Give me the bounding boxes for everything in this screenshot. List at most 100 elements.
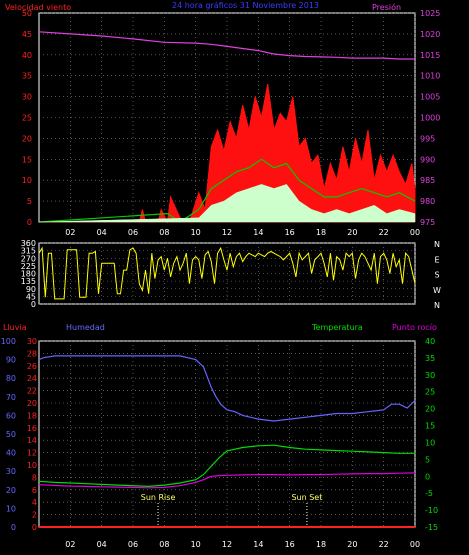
rain-y-tick-label: 10	[27, 461, 37, 470]
wind-y-tick-label: 20	[22, 134, 32, 143]
temperature-y-tick-label: -15	[425, 523, 438, 532]
pressure-y-tick-label: 990	[420, 155, 435, 164]
temperature-y-tick-label: -5	[425, 489, 433, 498]
humidity-y-tick-label: 60	[6, 411, 16, 420]
pressure-y-tick-label: 1005	[420, 93, 440, 102]
rain-y-tick-label: 16	[27, 424, 37, 433]
wind-minimum-area	[38, 184, 416, 223]
pressure-y-tick-label: 995	[420, 134, 435, 143]
humidity-title: Humedad	[66, 323, 105, 332]
climate-x-tick-label: 08	[159, 540, 169, 549]
sun-event-label: Sun Rise	[141, 493, 176, 502]
humidity-y-tick-label: 0	[11, 523, 16, 532]
pressure-y-tick-label: 985	[420, 176, 435, 185]
humidity-y-tick-label: 90	[6, 356, 16, 365]
climate-x-tick-label: 02	[65, 540, 75, 549]
wind-average-line	[38, 158, 416, 223]
humidity-y-tick-label: 40	[6, 449, 16, 458]
wind-y-tick-label: 50	[22, 9, 32, 18]
climate-x-tick-label: 00	[410, 540, 420, 549]
rain-y-tick-label: 28	[27, 349, 37, 358]
climate-x-tick-label: 18	[316, 540, 326, 549]
humidity-y-tick-label: 70	[6, 393, 16, 402]
pressure-y-tick-label: 1000	[420, 114, 440, 123]
temperature-y-tick-label: 40	[425, 337, 435, 346]
temperature-y-tick-label: 10	[425, 438, 435, 447]
sun-event-label: Sun Set	[291, 493, 322, 502]
climate-x-tick-label: 16	[285, 540, 295, 549]
temperature-y-tick-label: 30	[425, 371, 435, 380]
rain-y-tick-label: 14	[27, 436, 37, 445]
rain-y-tick-label: 4	[32, 498, 37, 507]
temperature-y-tick-label: 0	[425, 472, 430, 481]
temperature-y-tick-label: -10	[425, 506, 438, 515]
wind-y-tick-label: 45	[22, 30, 32, 39]
rain-y-tick-label: 2	[32, 511, 37, 520]
rain-y-tick-label: 0	[32, 523, 37, 532]
pressure-y-tick-label: 1025	[420, 9, 440, 18]
rain-y-tick-label: 22	[27, 387, 37, 396]
climate-x-tick-label: 12	[222, 540, 232, 549]
rain-y-tick-label: 26	[27, 362, 37, 371]
pressure-y-tick-label: 1015	[420, 51, 440, 60]
wind-x-tick-label: 04	[97, 228, 107, 237]
direction-y-tick-label: 180	[21, 270, 36, 279]
wind-y-tick-label: 15	[22, 155, 32, 164]
wind-x-tick-label: 18	[316, 228, 326, 237]
rain-y-tick-label: 6	[32, 486, 37, 495]
humidity-y-tick-label: 100	[1, 337, 16, 346]
rain-y-tick-label: 24	[27, 374, 37, 383]
humidity-line	[38, 355, 416, 422]
pressure-y-tick-label: 980	[420, 197, 435, 206]
humidity-y-tick-label: 30	[6, 467, 16, 476]
wind-direction-line	[38, 246, 416, 300]
climate-x-tick-label: 20	[347, 540, 357, 549]
rain-y-tick-label: 30	[27, 337, 37, 346]
direction-y-tick-label: 270	[21, 254, 36, 263]
temperature-y-tick-label: 20	[425, 405, 435, 414]
humidity-y-tick-label: 10	[6, 504, 16, 513]
wind-y-tick-label: 30	[22, 93, 32, 102]
chart-date-title: 24 hora gráficos 31 Noviembre 2013	[172, 1, 319, 10]
rain-title: Lluvia	[3, 323, 27, 332]
wind-x-tick-label: 16	[285, 228, 295, 237]
direction-compass-label: W	[433, 286, 441, 295]
temperature-y-tick-label: 25	[425, 388, 435, 397]
direction-compass-label: N	[434, 240, 440, 249]
pressure-y-tick-label: 975	[420, 218, 435, 227]
rain-y-tick-label: 20	[27, 399, 37, 408]
direction-y-tick-label: 0	[31, 300, 36, 309]
direction-y-tick-label: 225	[21, 262, 36, 271]
direction-compass-label: E	[434, 255, 439, 264]
climate-x-tick-label: 10	[191, 540, 201, 549]
wind-y-tick-label: 10	[22, 176, 32, 185]
wind-y-tick-label: 40	[22, 51, 32, 60]
wind-y-tick-label: 5	[27, 197, 32, 206]
wind-y-tick-label: 35	[22, 72, 32, 81]
climate-x-tick-label: 22	[379, 540, 389, 549]
wind-x-tick-label: 10	[191, 228, 201, 237]
direction-y-tick-label: 90	[26, 285, 36, 294]
wind-x-tick-label: 06	[128, 228, 138, 237]
wind-x-tick-label: 08	[159, 228, 169, 237]
rain-y-tick-label: 8	[32, 473, 37, 482]
direction-y-tick-label: 315	[21, 247, 36, 256]
wind-x-tick-label: 22	[379, 228, 389, 237]
wind-speed-title: Velocidad viento	[5, 3, 71, 12]
rain-y-tick-label: 18	[27, 411, 37, 420]
dewpoint-line	[38, 472, 416, 489]
wind-y-tick-label: 0	[27, 218, 32, 227]
climate-x-tick-label: 04	[97, 540, 107, 549]
humidity-y-tick-label: 20	[6, 486, 16, 495]
rain-y-tick-label: 12	[27, 449, 37, 458]
direction-y-tick-label: 360	[21, 239, 36, 248]
wind-gust-area	[39, 83, 416, 224]
direction-compass-label: N	[434, 301, 440, 310]
wind-x-tick-label: 00	[410, 228, 420, 237]
direction-compass-label: S	[434, 271, 439, 280]
temperature-line	[38, 444, 415, 488]
wind-x-tick-label: 12	[222, 228, 232, 237]
pressure-y-tick-label: 1020	[420, 30, 440, 39]
